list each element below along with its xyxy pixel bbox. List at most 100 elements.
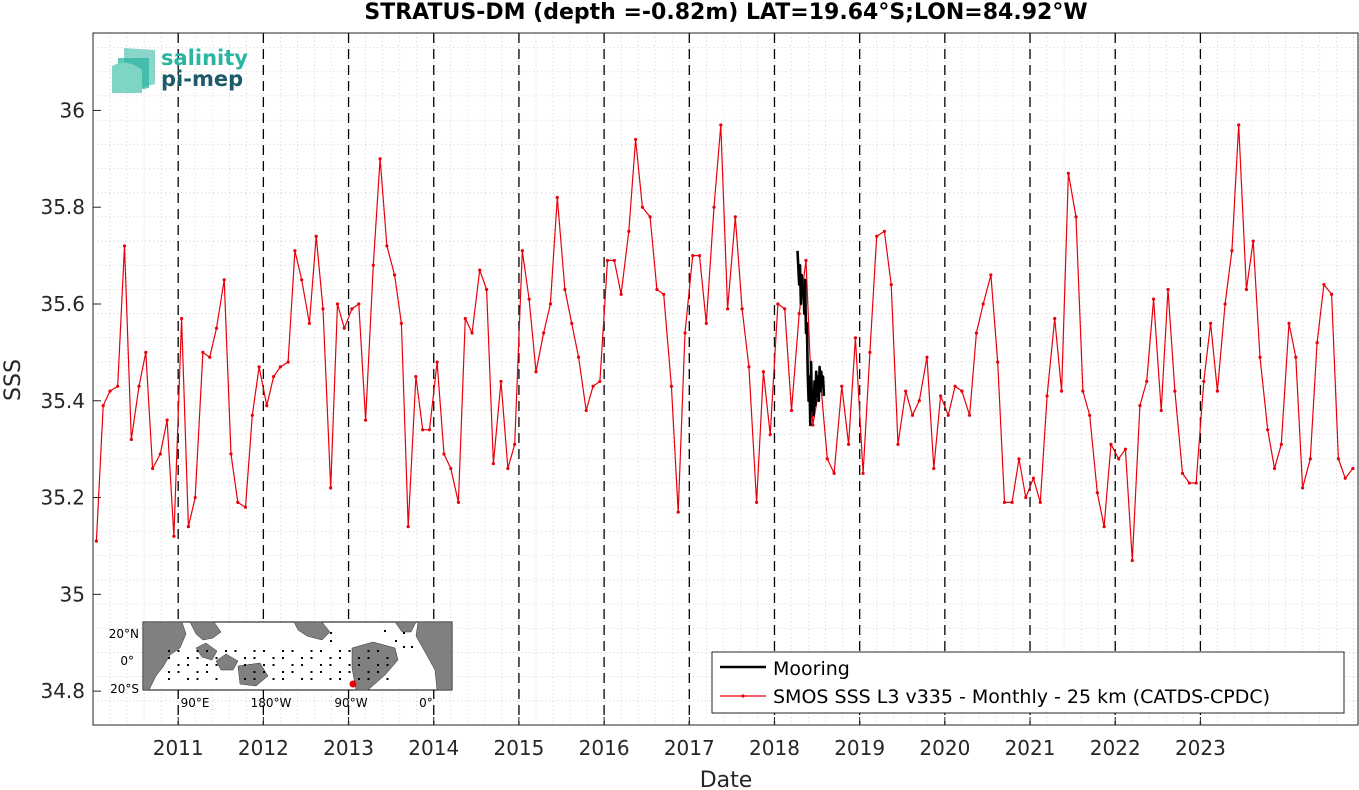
- smos-data-point: [776, 302, 780, 306]
- smos-data-point: [321, 307, 325, 311]
- legend-entry-smos: SMOS SSS L3 v335 - Monthly - 25 km (CATD…: [773, 686, 1270, 708]
- smos-data-point: [1315, 341, 1319, 345]
- smos-data-point: [974, 331, 978, 335]
- smos-data-point: [747, 365, 751, 369]
- map-buoy-dot: [196, 671, 199, 673]
- smos-data-point: [768, 433, 772, 437]
- smos-data-point: [832, 471, 836, 475]
- map-buoy-dot: [168, 650, 170, 652]
- smos-data-point: [250, 413, 254, 417]
- smos-data-point: [882, 229, 886, 234]
- smos-data-point: [683, 331, 687, 335]
- map-buoy-dot: [320, 664, 322, 666]
- y-tick-label: 36: [60, 98, 85, 122]
- smos-data-point: [712, 205, 716, 209]
- map-buoy-dot: [215, 664, 218, 666]
- map-buoy-dot: [358, 678, 360, 680]
- legend: Mooring SMOS SSS L3 v335 - Monthly - 25 …: [711, 651, 1345, 714]
- series-layer: [94, 123, 1355, 563]
- smos-data-point: [385, 244, 389, 248]
- map-buoy-dot: [358, 664, 360, 666]
- map-buoy-dot: [310, 657, 313, 659]
- smos-data-point: [981, 302, 985, 306]
- smos-data-point: [406, 524, 410, 529]
- map-buoy-dot: [244, 664, 246, 666]
- map-buoy-dot: [310, 678, 313, 680]
- smos-data-point: [378, 157, 382, 161]
- smos-data-point: [1117, 457, 1121, 461]
- smos-data-point: [286, 360, 290, 364]
- smos-data-point: [122, 244, 127, 248]
- smos-data-point: [1038, 500, 1042, 504]
- map-buoy-dot: [187, 678, 189, 680]
- smos-data-point: [598, 379, 602, 384]
- map-buoy-dot: [386, 664, 389, 666]
- plot-frame: [92, 32, 1359, 726]
- logo-text-pi-mep: pi-mep: [161, 67, 243, 91]
- smos-data-point: [527, 297, 531, 301]
- map-buoy-dot: [282, 678, 284, 680]
- map-buoy-dot: [291, 650, 294, 652]
- map-buoy-dot: [187, 657, 189, 659]
- smos-data-point: [1322, 283, 1326, 287]
- smos-data-point: [363, 418, 368, 422]
- map-buoy-dot: [384, 630, 386, 632]
- smos-data-point: [1336, 457, 1341, 461]
- smos-data-point: [967, 413, 972, 417]
- map-buoy-dot: [206, 650, 208, 652]
- smos-data-point: [1251, 239, 1255, 243]
- map-lat-label: 20°S: [110, 682, 139, 696]
- smos-data-point: [1045, 394, 1049, 398]
- smos-data-point: [520, 249, 524, 253]
- smos-data-point: [392, 273, 397, 277]
- smos-data-point: [846, 442, 851, 446]
- smos-data-point: [925, 355, 929, 359]
- map-buoy-dot: [282, 657, 284, 659]
- smos-data-point: [414, 374, 418, 379]
- smos-data-point: [811, 423, 815, 427]
- smos-line: [95, 124, 1354, 562]
- y-tick-label: 35.2: [40, 486, 85, 510]
- smos-data-point: [229, 452, 233, 456]
- smos-data-point: [1010, 500, 1014, 504]
- x-tick-label: 2017: [664, 736, 715, 760]
- smos-data-point: [1272, 466, 1277, 471]
- map-buoy-dot: [196, 657, 199, 659]
- smos-data-point: [108, 389, 112, 393]
- smos-data-point: [94, 539, 99, 543]
- x-tick-label: 2019: [834, 736, 885, 760]
- map-lon-label: 90°W: [334, 696, 367, 710]
- smos-data-point: [165, 418, 169, 422]
- y-tick-label: 35: [60, 582, 85, 606]
- smos-data-point: [427, 428, 432, 432]
- smos-data-point: [726, 307, 730, 311]
- map-buoy-dot: [310, 671, 313, 673]
- smos-data-point: [1173, 389, 1177, 393]
- map-buoy-dot: [403, 632, 405, 634]
- map-buoy-dot: [320, 650, 322, 652]
- smos-data-point: [300, 278, 304, 282]
- smos-data-point: [804, 258, 808, 263]
- smos-data-point: [1074, 215, 1078, 219]
- map-buoy-dot: [386, 678, 389, 680]
- smos-data-point: [1024, 495, 1028, 500]
- smos-data-point: [449, 466, 453, 471]
- smos-data-point: [555, 195, 559, 200]
- smos-data-point: [938, 394, 943, 398]
- map-buoy-dot: [377, 664, 379, 666]
- map-lat-label: 20°N: [109, 627, 139, 641]
- map-lon-label: 0°: [419, 696, 433, 710]
- map-lon-label: 90°E: [181, 696, 210, 710]
- map-buoy-dot: [329, 664, 332, 666]
- map-buoy-dot: [403, 646, 405, 648]
- smos-data-point: [342, 326, 346, 330]
- series-smos: [94, 123, 1355, 563]
- smos-data-point: [236, 500, 240, 504]
- x-axis-label: Date: [700, 768, 753, 790]
- map-buoy-dot: [206, 664, 208, 666]
- logo-text-salinity: salinity: [161, 46, 248, 70]
- smos-data-point: [996, 360, 1000, 364]
- map-buoy-dot: [215, 678, 218, 680]
- smos-data-point: [243, 505, 248, 509]
